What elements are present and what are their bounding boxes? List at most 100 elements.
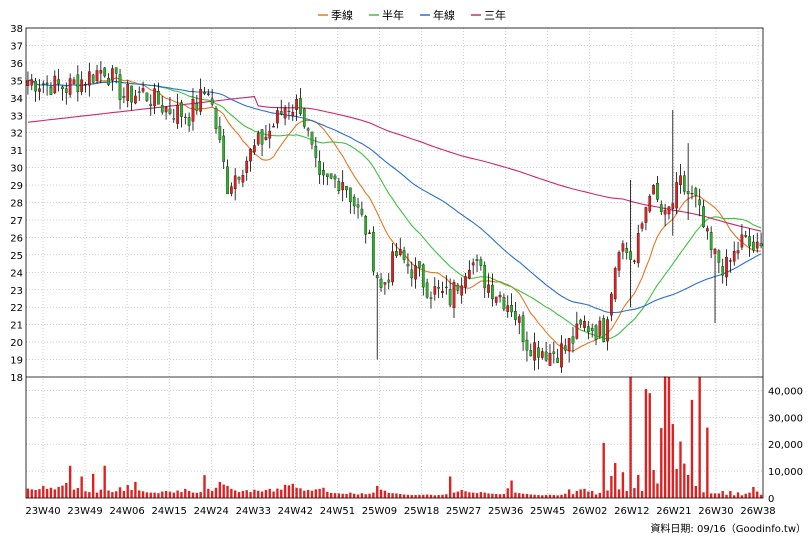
- volume-bar: [460, 489, 463, 498]
- candle: [38, 79, 41, 101]
- volume-bar: [441, 494, 444, 498]
- legend-item-3: 三年: [471, 8, 506, 22]
- price-tick-label: 35: [10, 76, 23, 87]
- candle: [391, 242, 394, 286]
- volume-bar: [115, 491, 118, 498]
- volume-bar: [418, 494, 421, 498]
- candle-body: [679, 175, 682, 186]
- volume-bar: [506, 488, 509, 498]
- price-tick-label: 29: [10, 181, 23, 192]
- volume-bar: [544, 495, 548, 498]
- volume-bar: [614, 463, 617, 498]
- candle-body: [302, 108, 306, 127]
- candle-body: [195, 103, 199, 111]
- candle: [563, 338, 567, 354]
- candle-body: [567, 338, 571, 352]
- candle-body: [537, 347, 540, 358]
- volume-bar: [80, 476, 83, 498]
- candle: [410, 261, 414, 287]
- candle: [433, 277, 437, 301]
- volume-bar: [72, 489, 76, 498]
- volume-bar: [533, 494, 536, 498]
- candle-body: [53, 75, 57, 94]
- candle-body: [444, 286, 448, 288]
- volume-bar: [280, 489, 283, 498]
- volume-bar: [149, 492, 152, 498]
- candle: [671, 110, 675, 236]
- volume-bar: [702, 492, 705, 498]
- time-tick-label: 23W49: [67, 506, 102, 517]
- volume-bar: [118, 487, 122, 498]
- candle: [517, 314, 521, 335]
- volume-bar: [38, 489, 41, 498]
- candle-body: [137, 91, 141, 93]
- candle-body: [245, 160, 249, 173]
- candle-body: [479, 259, 483, 266]
- legend-label: 年線: [433, 8, 455, 22]
- candle-body: [644, 207, 648, 223]
- volume-bar: [241, 491, 245, 498]
- candle-body: [176, 104, 179, 124]
- candle: [529, 343, 533, 357]
- candle: [709, 226, 713, 259]
- volume-bar: [264, 489, 268, 498]
- volume-bar: [341, 493, 344, 498]
- candle: [659, 200, 663, 216]
- candle-body: [460, 285, 464, 296]
- candle-body: [206, 93, 210, 95]
- candle: [103, 67, 107, 78]
- candle-body: [114, 67, 118, 74]
- candle-body: [418, 261, 421, 268]
- candle-body: [49, 87, 53, 95]
- candle-body: [663, 209, 667, 215]
- candle-body: [329, 173, 333, 179]
- volume-bar: [65, 482, 68, 498]
- candle-body: [544, 351, 548, 361]
- candle: [30, 73, 34, 91]
- candle: [502, 293, 506, 312]
- price-tick-label: 22: [10, 303, 23, 314]
- candle: [111, 65, 114, 91]
- volume-bar: [276, 488, 279, 498]
- volume-bar: [498, 494, 502, 498]
- candle-body: [602, 318, 606, 342]
- price-tick-label: 19: [10, 356, 23, 367]
- candle-body: [529, 350, 533, 357]
- candle: [460, 277, 464, 304]
- volume-bar: [364, 494, 367, 498]
- volume-bar: [437, 495, 440, 498]
- candle-body: [87, 71, 91, 86]
- candle: [49, 82, 53, 95]
- candle-body: [610, 293, 613, 316]
- volume-bar: [356, 494, 360, 498]
- candle: [729, 258, 732, 273]
- candle: [130, 85, 133, 111]
- volume-bar: [399, 493, 402, 498]
- candle: [95, 64, 99, 84]
- candle-body: [76, 74, 80, 93]
- volume-bar: [541, 495, 544, 498]
- candle-body: [310, 131, 314, 145]
- candle-body: [571, 336, 575, 344]
- candle-body: [636, 233, 640, 264]
- volume-bar: [709, 493, 713, 498]
- volume-bar: [157, 493, 160, 498]
- candle-body: [210, 98, 214, 105]
- candle: [153, 83, 156, 115]
- candle-body: [318, 160, 321, 175]
- candle-body: [218, 126, 222, 140]
- candle: [675, 172, 678, 214]
- candle: [322, 162, 325, 185]
- candle-body: [475, 259, 479, 261]
- candle: [748, 228, 751, 257]
- price-tick-label: 37: [10, 41, 23, 52]
- candle-body: [341, 182, 345, 191]
- candle: [510, 293, 513, 318]
- candle: [279, 99, 283, 116]
- candle: [402, 246, 406, 264]
- candle-body: [452, 282, 456, 308]
- candle: [222, 128, 226, 169]
- candle-body: [721, 266, 725, 276]
- volume-bar: [529, 494, 532, 498]
